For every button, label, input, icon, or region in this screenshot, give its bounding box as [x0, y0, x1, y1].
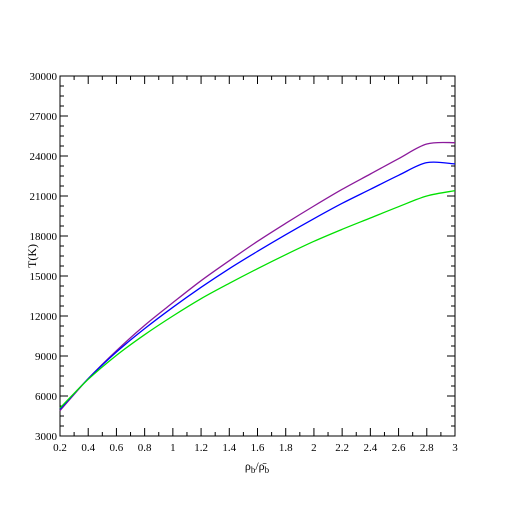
series-line-3: [59, 190, 456, 409]
y-tick-label: 24000: [30, 151, 58, 163]
x-tick-label: 2.4: [363, 442, 377, 454]
x-axis-label-rho: ρ: [245, 459, 251, 473]
x-tick-label: 2.6: [392, 442, 406, 454]
tick-labels: 0.2 0.4 0.6 0.8 1 1.2 1.4 1.6 1.8 2 2.2 2.4 2.6 2.8 3 3…: [30, 71, 459, 454]
x-tick-label: 0.6: [110, 442, 124, 454]
y-axis-label: T(K): [25, 244, 39, 268]
x-axis-label-sub2: b: [265, 465, 270, 475]
x-tick-label: 1.8: [279, 442, 293, 454]
x-axis-label-rho-bar: ρ̄: [259, 459, 267, 473]
y-tick-label: 27000: [30, 111, 58, 123]
y-tick-label: 12000: [30, 311, 58, 323]
series-group: [59, 141, 456, 412]
x-tick-label: 0.8: [138, 442, 152, 454]
x-tick-label: 1.2: [194, 442, 208, 454]
y-tick-label: 15000: [30, 271, 58, 283]
series-line-1: [59, 141, 456, 412]
x-tick-label: 1: [170, 442, 176, 454]
x-axis-label-sub: b: [251, 465, 256, 475]
x-tick-label: 2.8: [420, 442, 434, 454]
y-tick-label: 21000: [30, 191, 58, 203]
x-tick-label: 3: [452, 442, 458, 454]
x-tick-label: 0.4: [81, 442, 95, 454]
x-axis-label: ρb/ρ̄b: [245, 459, 270, 475]
plot-frame: [59, 75, 456, 437]
y-tick-label: 3000: [35, 431, 58, 443]
x-tick-label: 1.4: [222, 442, 236, 454]
series-line-2: [59, 161, 456, 410]
x-tick-label: 1.6: [251, 442, 265, 454]
y-tick-label: 9000: [35, 351, 58, 363]
y-tick-label: 18000: [30, 231, 58, 243]
x-axis-label-slash: /: [255, 459, 259, 473]
x-tick-label: 2: [311, 442, 317, 454]
y-tick-label: 6000: [35, 391, 58, 403]
axis-ticks: [59, 75, 456, 437]
x-tick-label: 0.2: [53, 442, 67, 454]
x-tick-label: 2.2: [335, 442, 349, 454]
y-tick-label: 30000: [30, 71, 58, 83]
